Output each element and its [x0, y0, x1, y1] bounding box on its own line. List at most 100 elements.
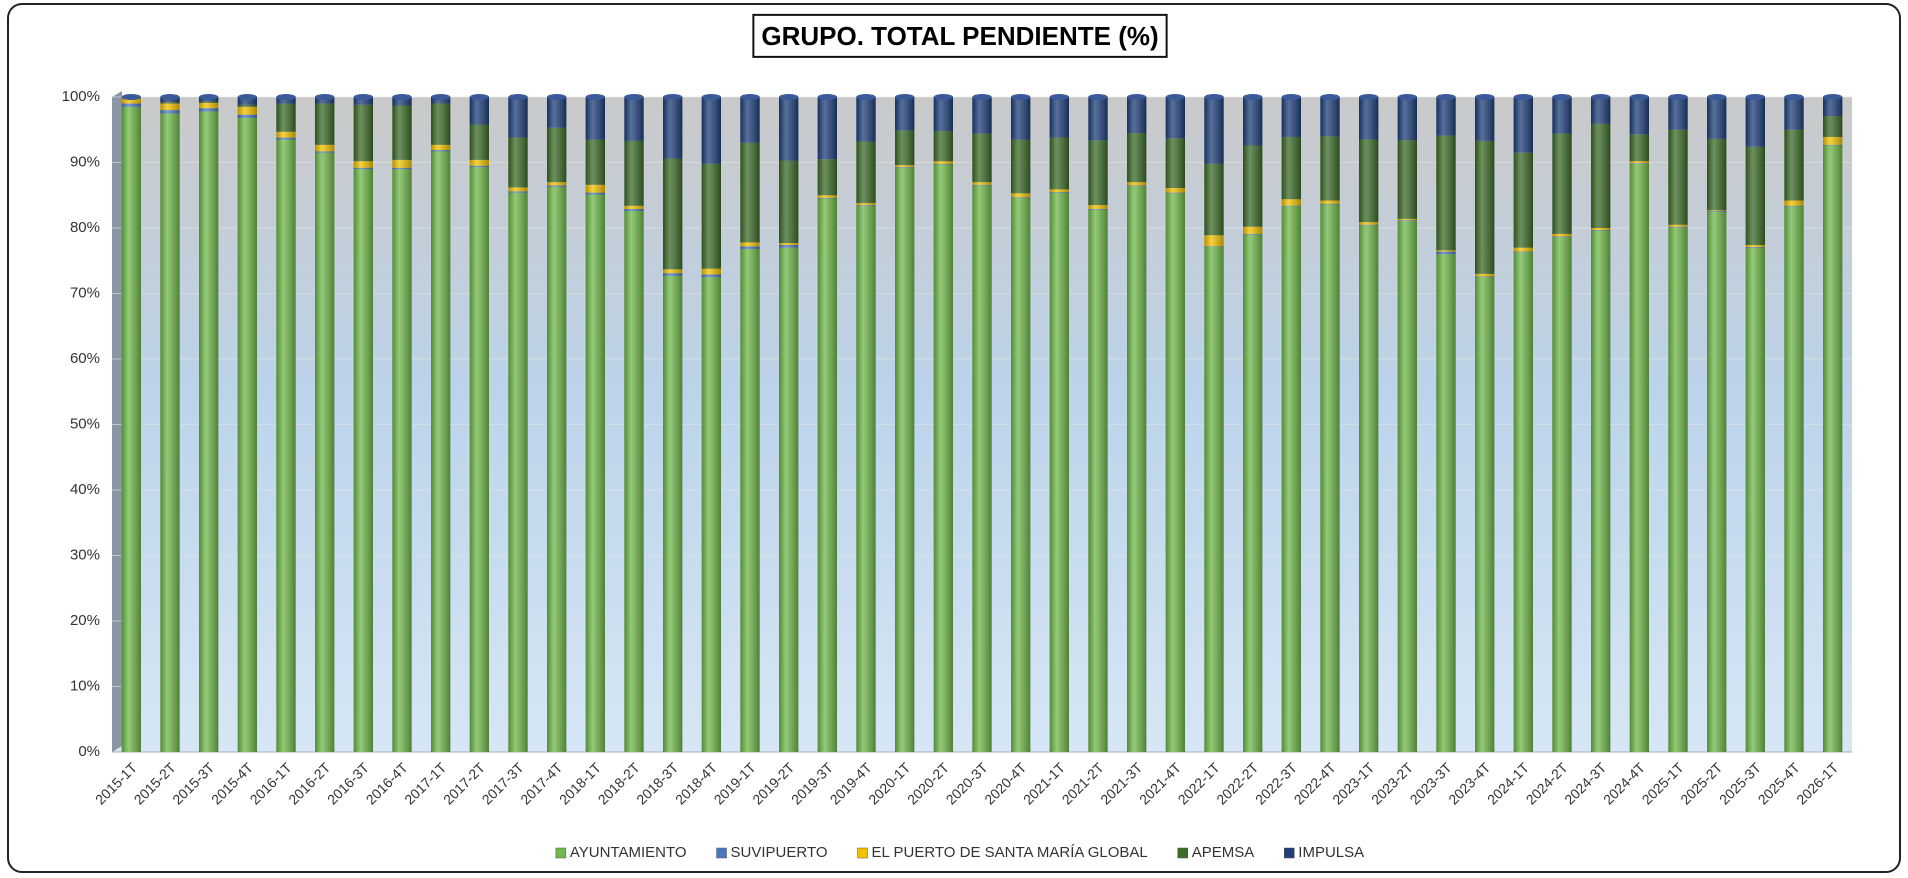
bar-segment [1320, 136, 1340, 201]
bar-segment [1552, 133, 1572, 234]
bar-segment [1475, 140, 1495, 274]
bar-cap [779, 94, 799, 100]
bar-segment [508, 97, 528, 138]
bar-cap [817, 94, 837, 100]
bar-segment [740, 97, 760, 143]
bar-segment [895, 165, 915, 168]
bar-segment [508, 192, 528, 752]
bar-cap [1552, 94, 1572, 100]
bar-cap [1127, 94, 1147, 100]
bar-segment [1359, 222, 1379, 225]
bar-segment [1204, 97, 1224, 164]
bar-segment [895, 167, 915, 168]
bar-segment [353, 167, 373, 170]
bar-segment [933, 161, 953, 164]
bar-segment [624, 209, 644, 211]
bar-cap [508, 94, 528, 100]
bar-cap [1436, 94, 1456, 100]
bar-segment [547, 97, 567, 128]
bar-cap [1668, 94, 1688, 100]
bar-segment [1165, 192, 1185, 194]
bar-segment [431, 103, 451, 145]
bar-segment [1707, 210, 1727, 211]
bar-segment [1591, 97, 1611, 124]
bar-segment [1823, 115, 1843, 137]
bar-cap [315, 94, 335, 100]
bar-segment [1475, 97, 1495, 141]
legend-swatch [716, 847, 727, 859]
y-tick-label: 50% [70, 415, 100, 432]
bar-segment [1049, 137, 1069, 190]
bar-segment [276, 131, 296, 138]
bar-segment [1243, 145, 1263, 227]
bar-segment [1243, 233, 1263, 235]
bar-cap [1823, 94, 1843, 100]
bar-segment [1397, 220, 1417, 753]
bar-segment [1049, 192, 1069, 752]
bar-segment [1204, 235, 1224, 247]
bar-segment [1088, 209, 1108, 752]
bar-segment [315, 151, 335, 153]
bar-segment [1243, 226, 1263, 234]
bar-segment [469, 159, 489, 166]
bar-segment [1397, 97, 1417, 141]
legend-label: EL PUERTO DE SANTA MARÍA GLOBAL [872, 844, 1148, 861]
bar-segment [469, 167, 489, 752]
bar-segment [624, 140, 644, 206]
bar-segment [1745, 245, 1765, 247]
bar-segment [1513, 251, 1533, 253]
bar-segment [972, 133, 992, 183]
bar-segment [933, 164, 953, 753]
bar-segment [585, 184, 605, 193]
bar-segment [353, 169, 373, 753]
bar-segment [237, 117, 257, 752]
legend-swatch [857, 847, 868, 859]
bar-segment [431, 150, 451, 152]
bar-segment [1359, 139, 1379, 223]
bar-segment [856, 205, 876, 753]
bar-segment [701, 163, 721, 269]
bar-segment [121, 106, 141, 752]
bar-segment [779, 245, 799, 248]
bar-segment [392, 105, 412, 160]
bar-segment [1436, 250, 1456, 252]
bar-cap [1049, 94, 1070, 100]
bar-segment [1165, 138, 1185, 189]
bar-segment [508, 191, 528, 193]
bar-segment [1784, 200, 1804, 206]
bar-segment [1165, 188, 1185, 193]
bar-segment [624, 205, 644, 210]
bar-segment [1011, 97, 1031, 140]
bar-segment [1707, 211, 1727, 752]
bar-segment [392, 169, 412, 753]
bar-segment [1204, 163, 1224, 236]
y-tick-label: 10% [70, 677, 100, 694]
bar-segment [1552, 237, 1572, 753]
bar-cap [276, 94, 296, 100]
bar-segment [1629, 163, 1649, 164]
bar-segment [431, 151, 451, 753]
bar-segment [1707, 97, 1727, 139]
bar-segment [1745, 246, 1765, 248]
bar-cap [1745, 94, 1766, 100]
bar-segment [740, 248, 760, 752]
legend-swatch [555, 847, 567, 859]
bar-segment [508, 137, 528, 188]
bar-segment [972, 97, 992, 134]
bar-segment [663, 158, 683, 270]
bar-segment [1552, 97, 1572, 134]
bar-segment [469, 165, 489, 168]
bar-segment [1629, 134, 1649, 162]
bar-segment [1668, 227, 1688, 753]
bar-segment [1475, 273, 1495, 277]
bar-segment [1707, 138, 1727, 211]
bar-cap [1281, 94, 1302, 100]
bar-cap [160, 94, 180, 100]
bar-cap [1011, 94, 1031, 100]
bar-segment [315, 152, 335, 753]
bar-segment [1668, 226, 1688, 228]
bar-segment [1475, 277, 1495, 752]
bar-segment [1204, 246, 1224, 247]
bar-cap [392, 94, 412, 100]
bar-segment [1165, 193, 1185, 752]
